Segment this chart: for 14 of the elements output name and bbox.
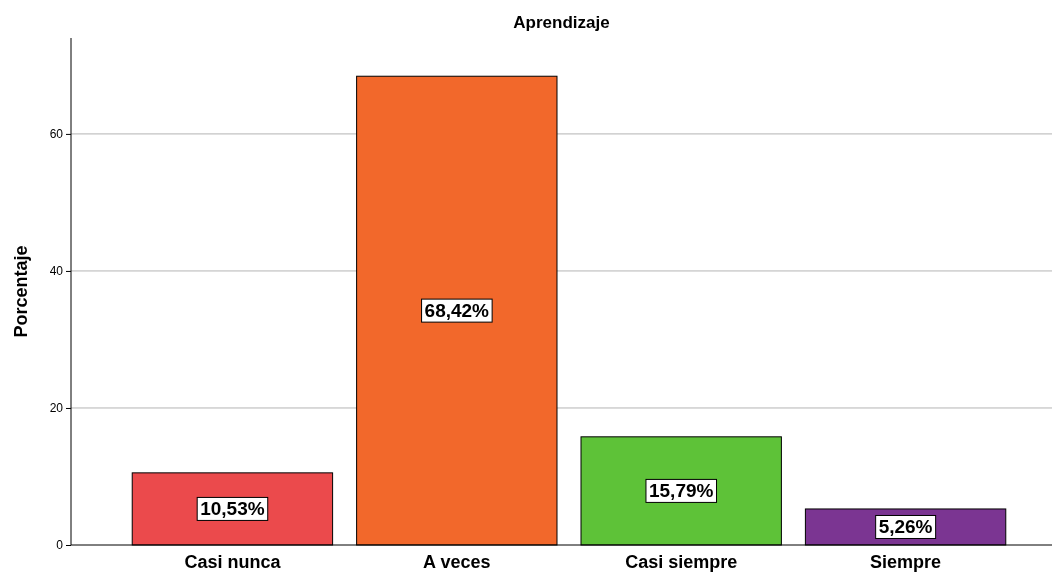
data-label: 68,42% — [424, 300, 490, 322]
x-tick-label: Casi nunca — [184, 551, 282, 572]
y-tick-label: 0 — [56, 538, 64, 553]
x-tick-label: Siempre — [870, 551, 942, 572]
x-tick-label: A veces — [423, 551, 491, 572]
y-tick-label: 20 — [49, 401, 64, 416]
data-label: 10,53% — [200, 498, 265, 520]
data-label: 15,79% — [648, 480, 714, 502]
y-tick-label: 60 — [49, 127, 64, 142]
x-tick-label: Casi siempre — [625, 551, 738, 572]
chart-title: Aprendizaje — [513, 13, 610, 32]
y-tick-label: 40 — [49, 264, 64, 279]
data-label: 5,26% — [878, 516, 933, 538]
y-axis-title: Porcentaje — [11, 245, 31, 338]
